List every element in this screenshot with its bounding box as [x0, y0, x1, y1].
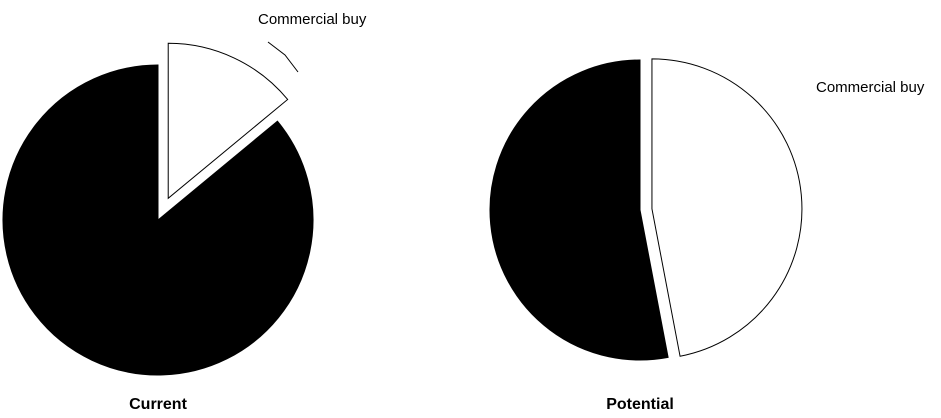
pie-slice	[651, 58, 803, 357]
chart-title: Current	[129, 396, 187, 413]
pie-slice	[2, 64, 314, 376]
slice-label: Commercial buy	[816, 79, 925, 96]
slice-label: Commercial buy	[258, 11, 367, 28]
pie-slice	[167, 42, 289, 200]
pie-slice	[489, 59, 669, 361]
chart-title: Potential	[606, 396, 674, 413]
leader-line	[267, 41, 299, 73]
